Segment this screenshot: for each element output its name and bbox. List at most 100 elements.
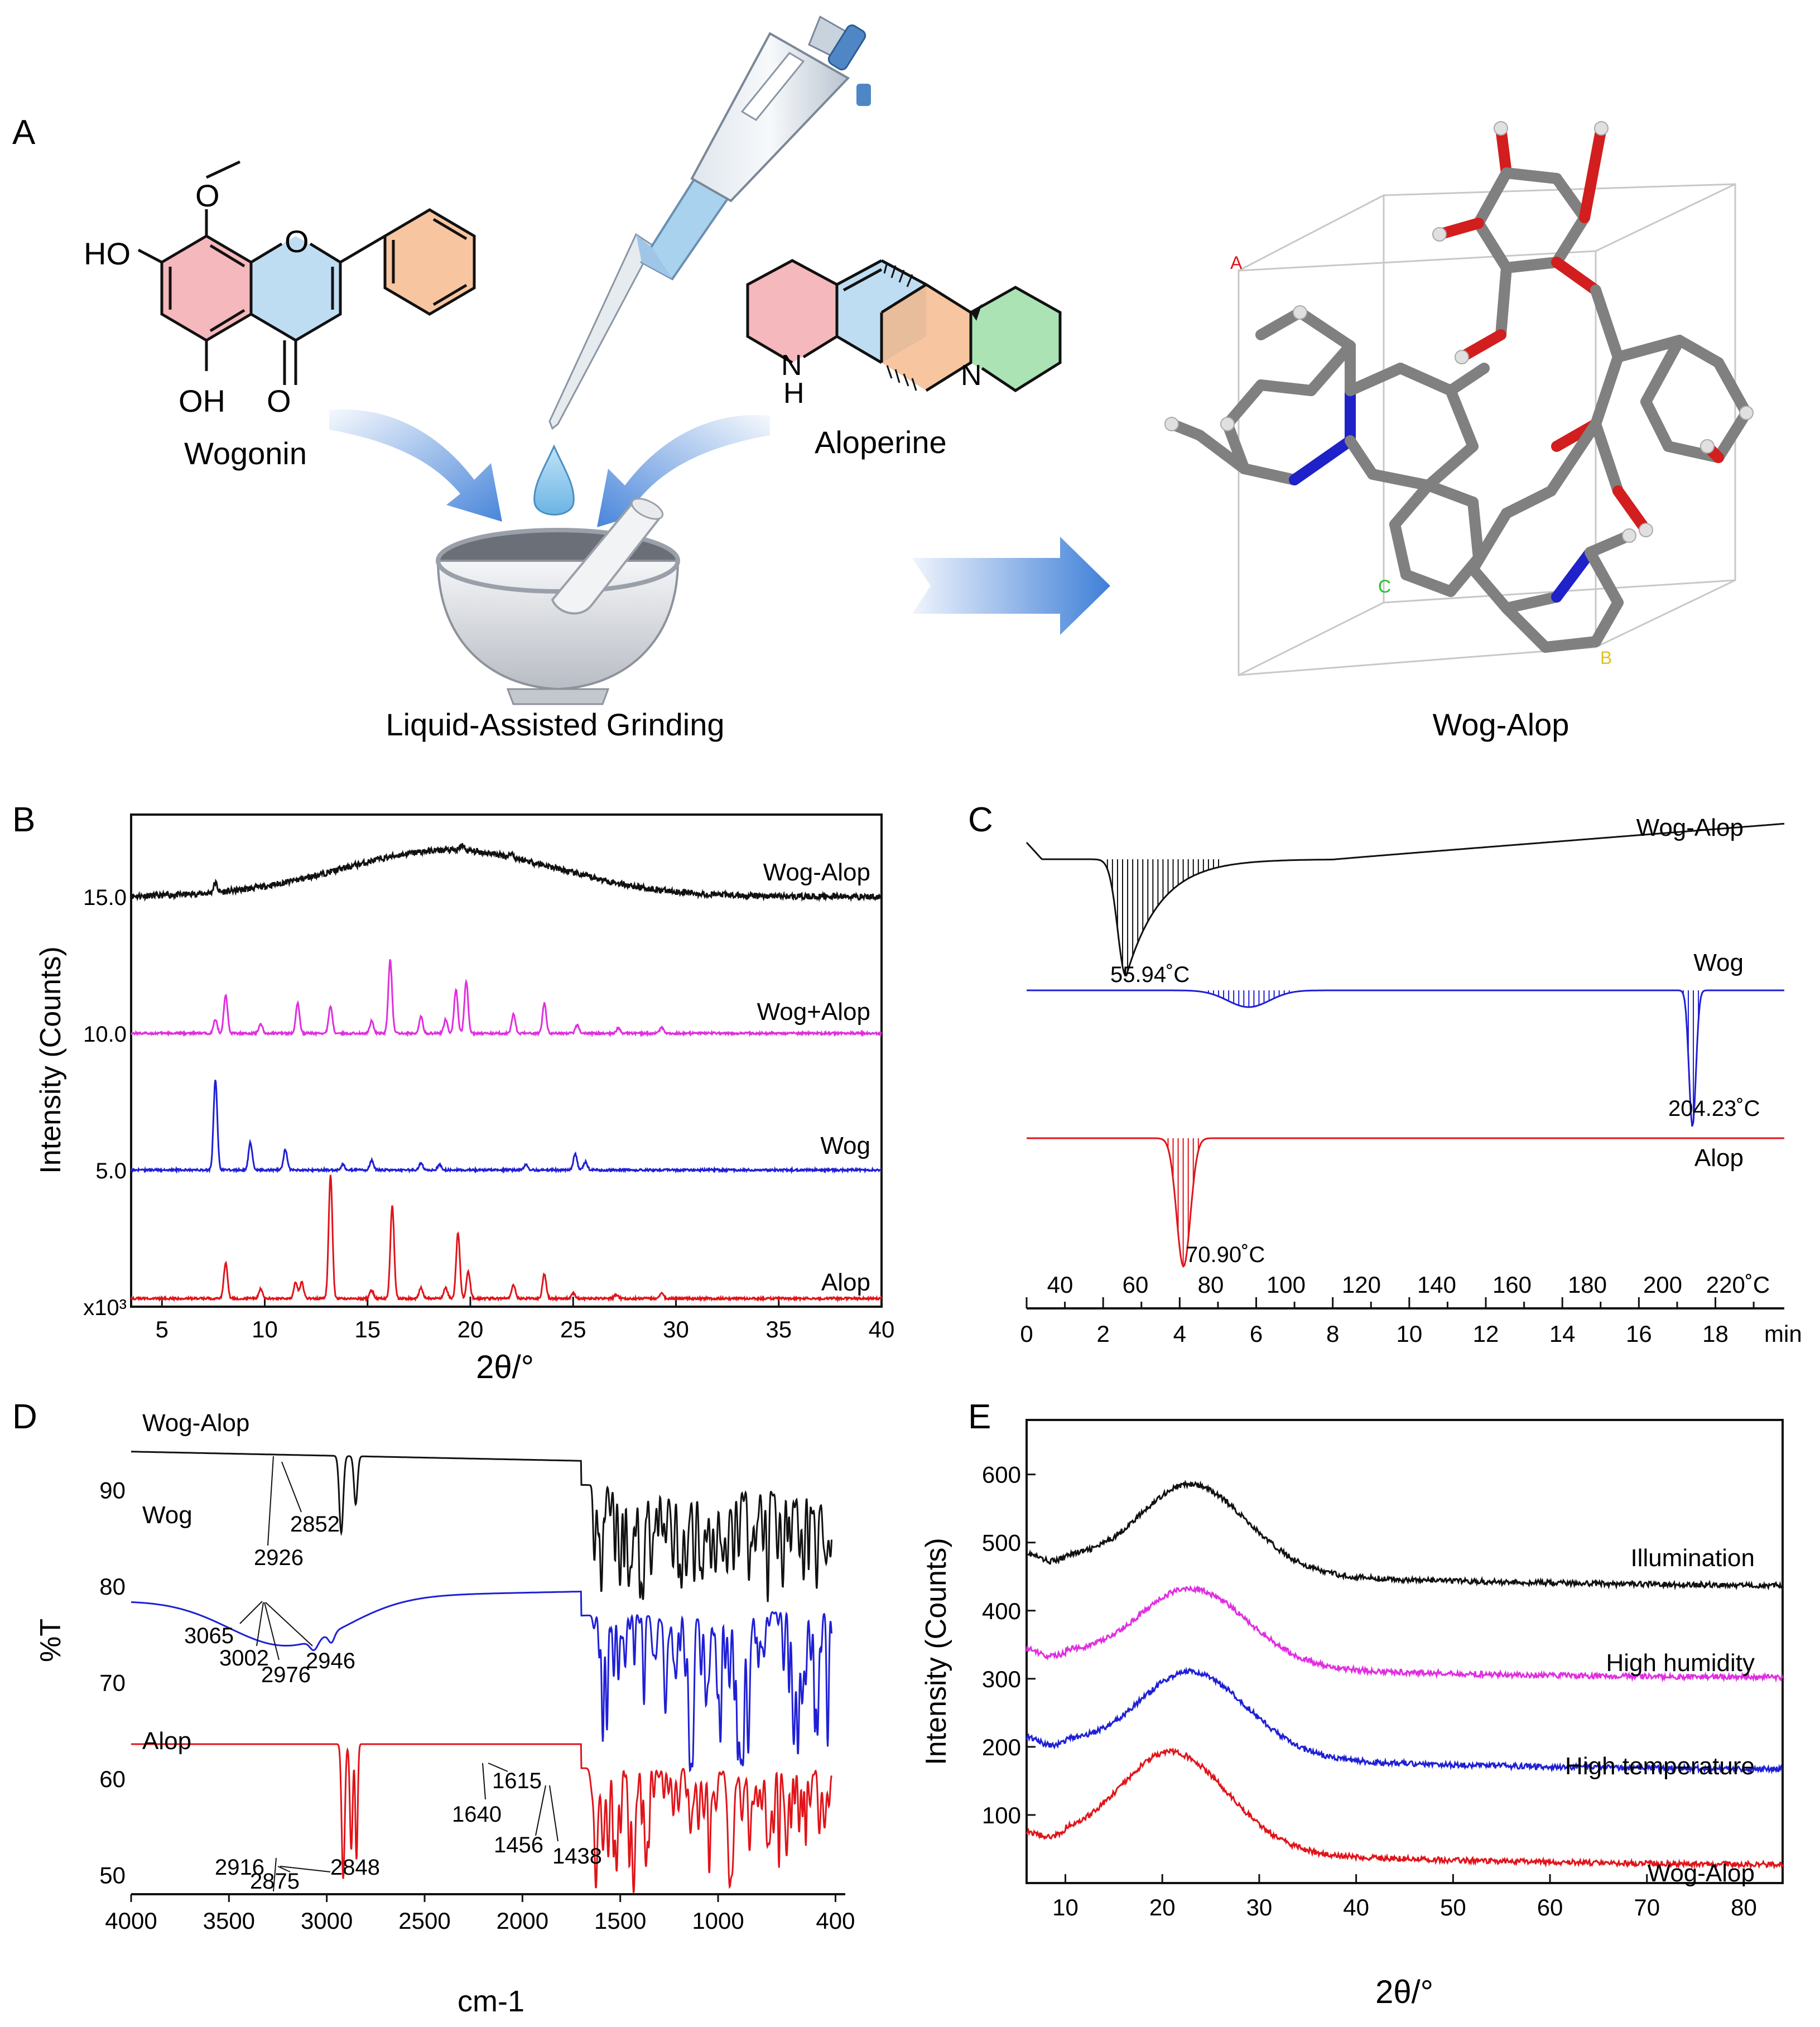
molecule-bond <box>1590 597 1624 647</box>
stability-series-label: Wog-Alop <box>1648 1860 1755 1887</box>
ftir-annotation-leader <box>482 1763 486 1800</box>
ftir-peak-annotation: 2852 <box>290 1512 340 1537</box>
hydrogen-atom <box>1293 305 1307 320</box>
wogonin-oh-label: OH <box>179 383 225 418</box>
y-tick-label: 10.0 <box>83 1022 127 1047</box>
x-tick-label: 80 <box>1731 1894 1757 1920</box>
ftir-annotation-leader <box>535 1785 546 1836</box>
hydrogen-atom <box>1220 417 1235 431</box>
y-tick-label: 500 <box>982 1530 1021 1556</box>
min-tick-label: 0 <box>1020 1321 1033 1347</box>
ftir-series-label: Wog <box>142 1501 192 1529</box>
panel-e-ylabel: Intensity (Counts) <box>920 1538 952 1765</box>
stability-series-Illumination <box>1025 1479 1784 1591</box>
wogonin-ring-c <box>251 236 340 340</box>
hydrogen-atom <box>1739 406 1754 420</box>
min-tick-label: 6 <box>1250 1321 1263 1347</box>
molecule-bond <box>1501 167 1562 184</box>
liquid-drop <box>533 444 575 516</box>
molecule-bonds <box>1164 121 1754 653</box>
x-tick-label: 20 <box>458 1316 484 1342</box>
molecule-bond <box>1473 218 1512 273</box>
molecule-bond <box>1585 547 1624 608</box>
ftir-peak-annotation: 1438 <box>552 1844 602 1869</box>
y-tick-label: 50 <box>99 1862 126 1889</box>
molecule-bond <box>1289 435 1356 485</box>
series-label-Wog-Alop: Wog-Alop <box>763 859 870 886</box>
molecule-bond <box>1612 335 1685 363</box>
min-tick-label: 14 <box>1549 1321 1576 1347</box>
dsc-series-Wog <box>1027 989 1784 1127</box>
left-curved-arrow <box>329 409 502 522</box>
temp-tick-label: 80 <box>1198 1272 1224 1298</box>
hydrogen-atom <box>1700 439 1715 454</box>
wogonin-ring-b <box>385 210 474 314</box>
molecule-bond <box>1423 441 1479 491</box>
molecule-bond <box>1467 564 1512 614</box>
y-tick-label: 60 <box>99 1766 126 1792</box>
stability-series-High temperature <box>1025 1667 1783 1775</box>
stability-series-label: Illumination <box>1630 1544 1755 1572</box>
y-tick-label: 300 <box>982 1666 1021 1692</box>
pipette-illustration <box>533 15 871 516</box>
stability-series-High humidity <box>1025 1585 1784 1683</box>
x-tick-label: 400 <box>816 1908 855 1934</box>
y-tick-label: 70 <box>99 1670 126 1696</box>
temp-tick-label: 40 <box>1047 1272 1073 1298</box>
y-tick-label: 90 <box>99 1477 126 1504</box>
ftir-peak-annotation: 2848 <box>330 1855 380 1880</box>
ftir-annotation-leader <box>281 1461 302 1513</box>
panel-c-label: C <box>968 801 993 839</box>
series-label-Alop: Alop <box>821 1269 870 1296</box>
dsc-series-Wog-Alop <box>1025 822 1785 977</box>
stability-series-label: High temperature <box>1565 1752 1755 1780</box>
panel-e-label: E <box>968 1398 991 1436</box>
ftir-series-label: Alop <box>142 1727 191 1755</box>
panel-d-ylabel: %T <box>35 1619 67 1662</box>
ftir-annotation-leader <box>267 1456 274 1546</box>
panel-e-series: Illumination High humidity High temperatur… <box>1025 1479 1784 1887</box>
molecule-bond <box>1713 357 1752 418</box>
panel-b-xlabel: 2θ/° <box>476 1349 534 1385</box>
ftir-series-Wog <box>131 1591 832 1773</box>
x-tick-label: 3000 <box>301 1908 353 1934</box>
x-tick-label: 4000 <box>105 1908 157 1934</box>
molecule-bond <box>1590 352 1624 430</box>
molecule-bond <box>1590 285 1624 363</box>
molecule-bond <box>1501 485 1557 519</box>
ftir-annotation-leader <box>488 1763 508 1772</box>
panel-d-xlabel: cm-1 <box>458 1985 524 2018</box>
temp-tick-label: 60 <box>1123 1272 1149 1298</box>
min-tick-label: 10 <box>1396 1321 1422 1347</box>
molecule-bond <box>1540 636 1601 653</box>
aloperine-structure: N H N Aloperine <box>746 259 1062 460</box>
ftir-peak-annotation: 2916 <box>215 1855 264 1880</box>
panel-b: B 5 10 15 20 25 30 35 40 x10³ 5.0 10.0 15.0 Wog-Alo… <box>12 801 894 1385</box>
xrd-series-Wog <box>130 1080 882 1174</box>
product-label: Wog-Alop <box>1433 707 1569 742</box>
ftir-annotation-leader <box>264 1602 280 1660</box>
wogonin-o-methoxy: O <box>195 178 220 213</box>
min-tick-label: 2 <box>1096 1321 1109 1347</box>
aloperine-ring-4 <box>971 287 1060 391</box>
molecule-bond <box>1501 603 1551 653</box>
dsc-peak-label: 70.90˚C <box>1186 1243 1265 1267</box>
wogonin-structure: O O HO OH O Wogonin <box>84 160 476 471</box>
x-tick-label: 20 <box>1149 1894 1176 1920</box>
y-tick-label: 100 <box>982 1802 1021 1828</box>
molecule-bond <box>1445 552 1484 597</box>
molecule-bond <box>1294 307 1356 352</box>
panel-c-series: 55.94˚C Wog-Alop 204.23˚C Wog 70.90˚C Alop <box>1025 814 1785 1268</box>
molecule-bond <box>1389 519 1412 580</box>
y-tick-label: 400 <box>982 1598 1021 1624</box>
panel-d-axes: 4000 3500 3000 2500 2000 1500 1000 400 50 60 70 80 9… <box>99 1477 855 1934</box>
stability-series-Wog-Alop <box>1025 1747 1784 1870</box>
panel-b-label: B <box>12 801 35 839</box>
dsc-series-label: Wog-Alop <box>1636 814 1744 841</box>
x-tick-label: 1000 <box>692 1908 744 1934</box>
hydrogen-atom <box>1432 227 1447 242</box>
stability-series-label: High humidity <box>1606 1649 1755 1677</box>
molecule-bond <box>1640 335 1685 407</box>
aloperine-ring-3 <box>882 285 971 391</box>
